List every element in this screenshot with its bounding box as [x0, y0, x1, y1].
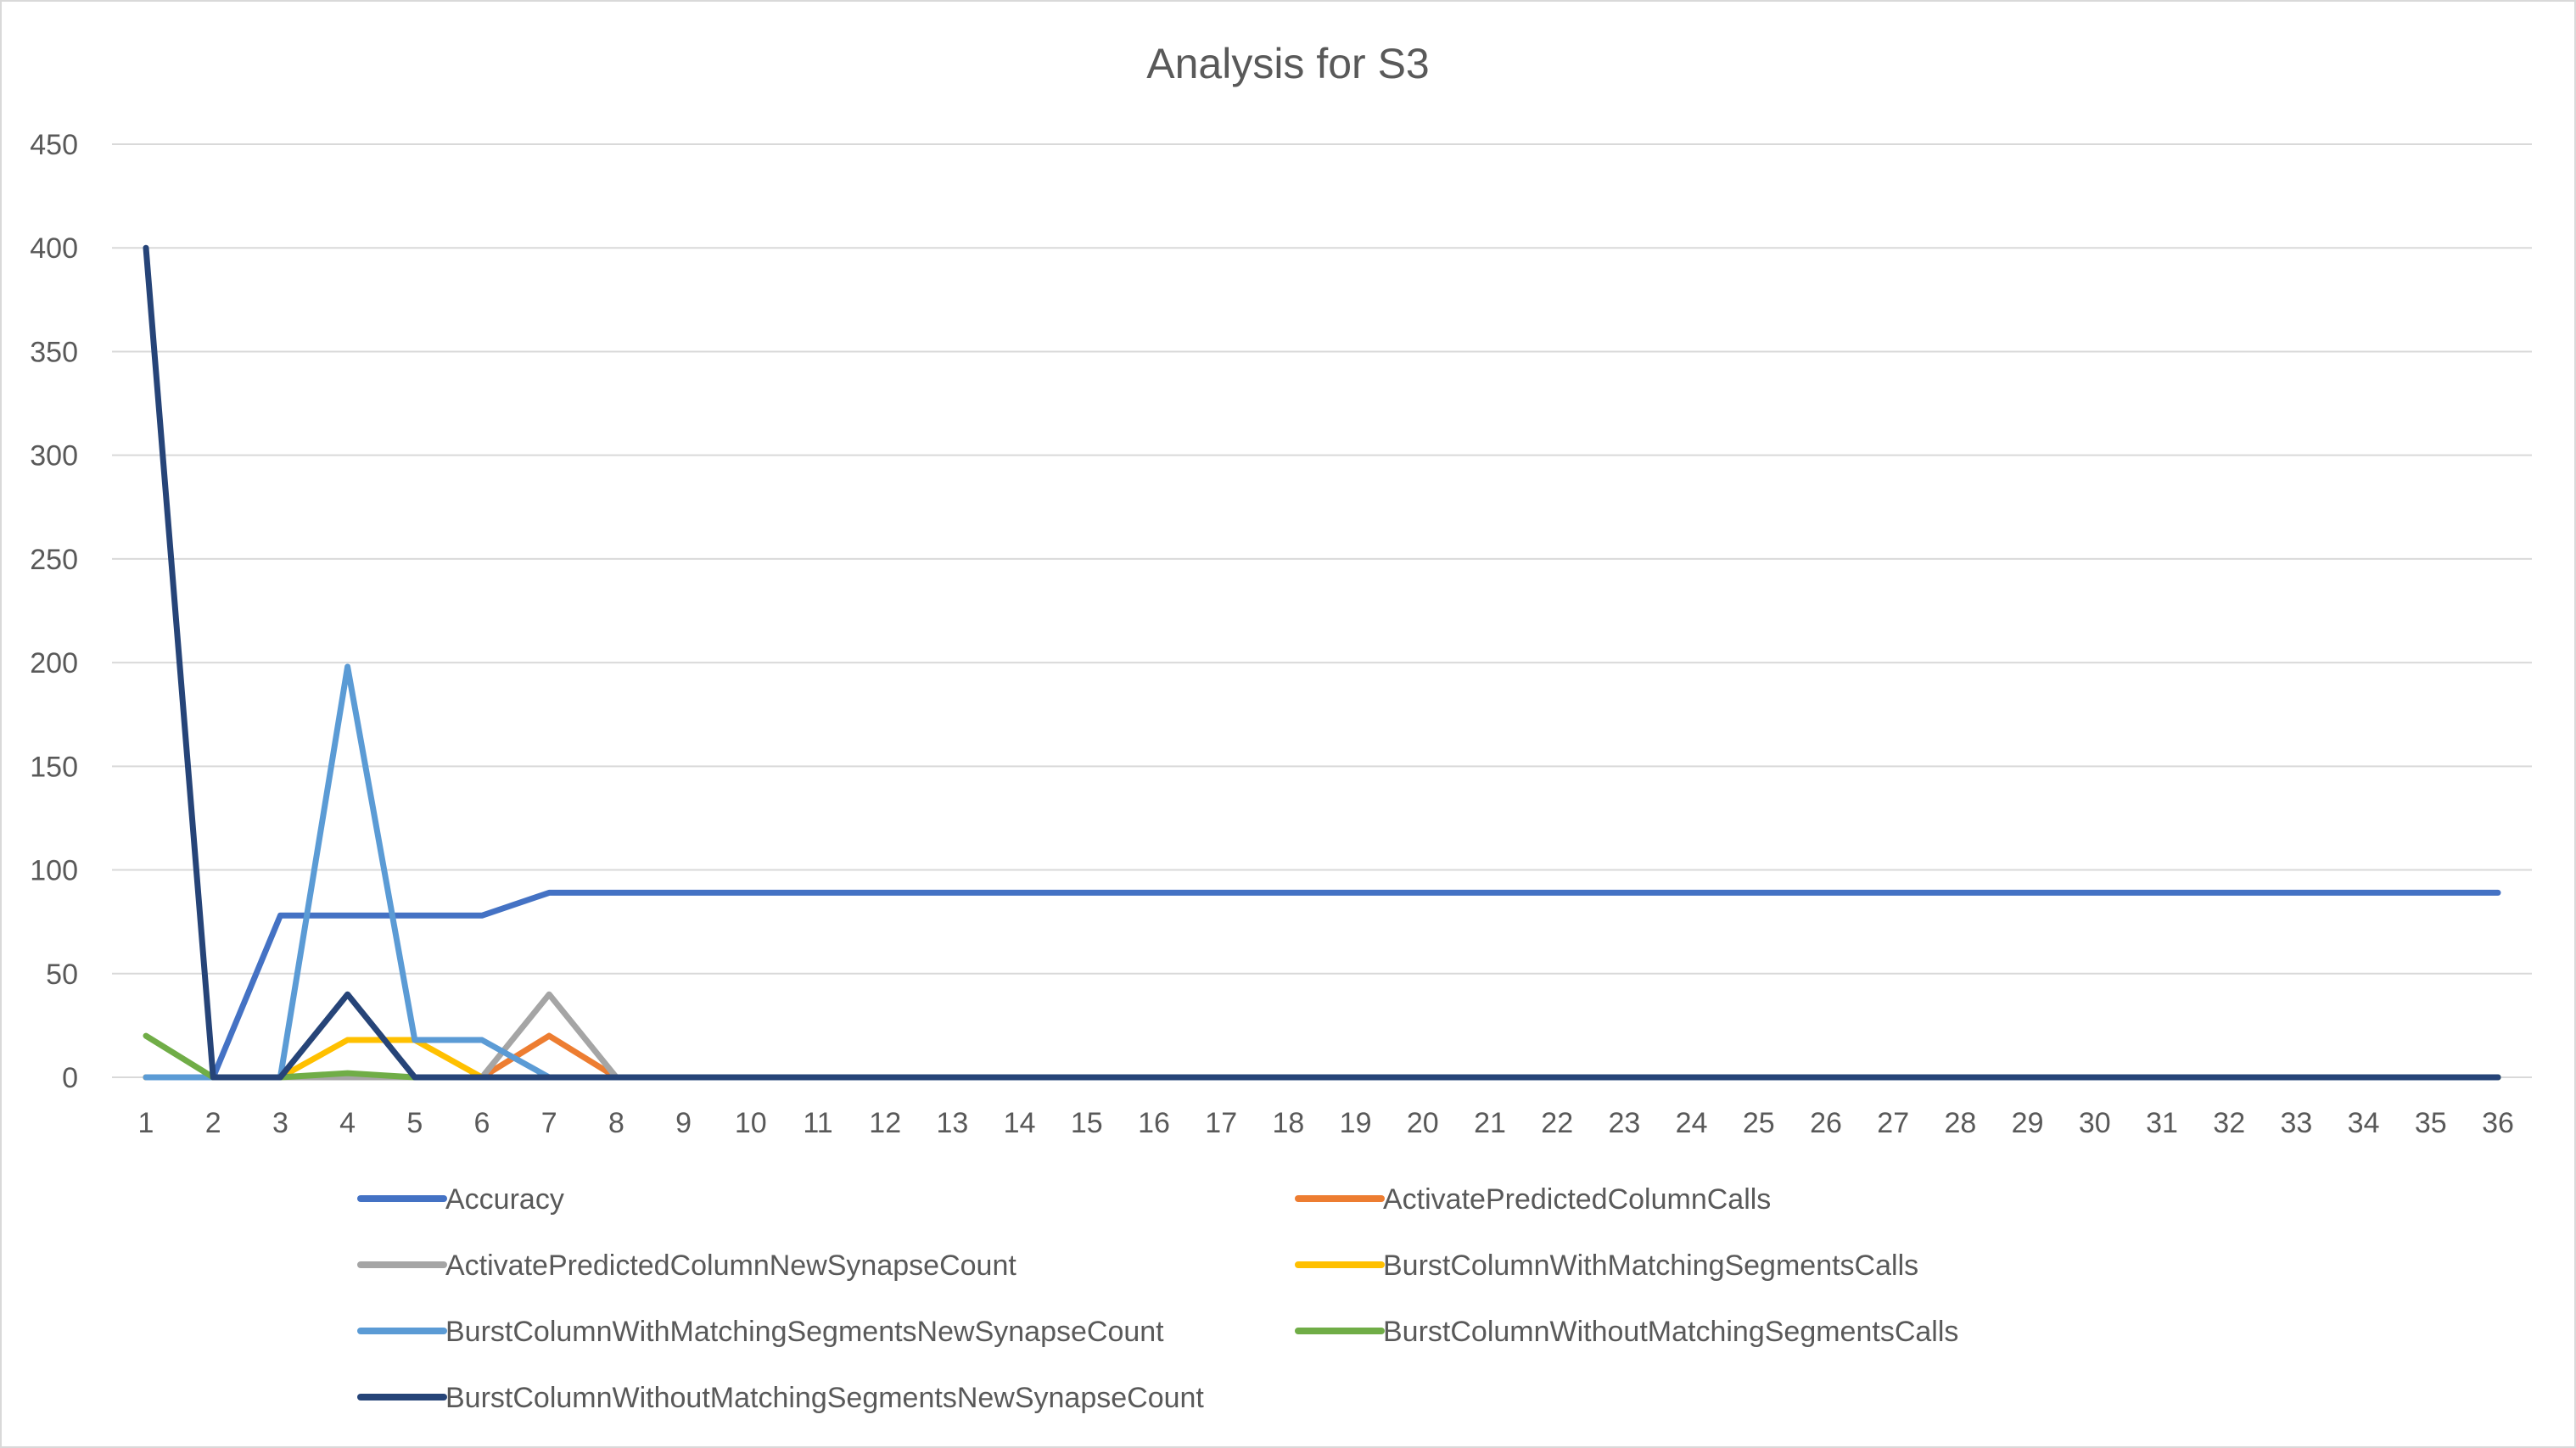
legend-label: Accuracy: [445, 1183, 564, 1216]
legend-item: BurstColumnWithoutMatchingSegmentsNewSyn…: [357, 1382, 1204, 1414]
y-tick-label: 200: [30, 647, 78, 679]
x-tick-label: 20: [1407, 1107, 1439, 1139]
y-tick-label: 50: [46, 959, 78, 991]
legend-item: BurstColumnWithMatchingSegmentsNewSynaps…: [357, 1316, 1164, 1348]
x-tick-label: 14: [1004, 1107, 1036, 1139]
y-tick-label: 300: [30, 440, 78, 472]
x-tick-label: 36: [2482, 1107, 2514, 1139]
x-tick-label: 35: [2415, 1107, 2447, 1139]
x-tick-label: 6: [474, 1107, 490, 1139]
legend-item: BurstColumnWithoutMatchingSegmentsCalls: [1295, 1316, 1958, 1348]
x-tick-label: 19: [1340, 1107, 1372, 1139]
x-tick-label: 4: [339, 1107, 356, 1139]
legend-label: BurstColumnWithoutMatchingSegmentsNewSyn…: [445, 1382, 1204, 1414]
x-tick-label: 22: [1541, 1107, 1573, 1139]
legend-item: Accuracy: [357, 1183, 564, 1216]
x-tick-label: 2: [205, 1107, 221, 1139]
x-tick-label: 31: [2146, 1107, 2178, 1139]
x-tick-label: 8: [608, 1107, 624, 1139]
x-tick-label: 9: [675, 1107, 692, 1139]
y-tick-label: 100: [30, 855, 78, 887]
x-tick-label: 29: [2012, 1107, 2044, 1139]
legend-item: ActivatePredictedColumnCalls: [1295, 1183, 1771, 1216]
x-tick-label: 16: [1138, 1107, 1170, 1139]
legend-label: BurstColumnWithMatchingSegmentsNewSynaps…: [445, 1316, 1164, 1348]
legend-label: BurstColumnWithMatchingSegmentsCalls: [1383, 1250, 1918, 1282]
gridlines: [112, 143, 2532, 1078]
x-tick-label: 24: [1676, 1107, 1708, 1139]
y-tick-label: 250: [30, 544, 78, 576]
x-tick-label: 10: [735, 1107, 767, 1139]
x-tick-label: 7: [541, 1107, 557, 1139]
legend-label: ActivatePredictedColumnCalls: [1383, 1183, 1771, 1216]
y-tick-label: 150: [30, 751, 78, 783]
x-tick-label: 5: [406, 1107, 423, 1139]
x-tick-label: 12: [869, 1107, 901, 1139]
x-tick-label: 17: [1205, 1107, 1237, 1139]
legend-item: BurstColumnWithMatchingSegmentsCalls: [1295, 1250, 1918, 1282]
y-axis-ticks: 0 50 100 150 200 250 300 350 400 450: [30, 129, 78, 1094]
x-tick-label: 27: [1877, 1107, 1909, 1139]
x-tick-label: 32: [2213, 1107, 2245, 1139]
legend-label: BurstColumnWithoutMatchingSegmentsCalls: [1383, 1316, 1958, 1348]
x-tick-label: 33: [2280, 1107, 2312, 1139]
x-tick-label: 34: [2348, 1107, 2380, 1139]
legend: Accuracy ActivatePredictedColumnCalls Acti…: [357, 1183, 1958, 1414]
series-line-BurstColumnWithoutMatchingSegmentsNewSynapseCount: [143, 244, 2501, 1081]
series-lines: [143, 244, 2501, 1081]
y-tick-label: 0: [62, 1062, 78, 1094]
x-tick-label: 26: [1810, 1107, 1842, 1139]
legend-item: ActivatePredictedColumnNewSynapseCount: [357, 1250, 1016, 1282]
x-tick-label: 18: [1272, 1107, 1304, 1139]
y-tick-label: 450: [30, 129, 78, 161]
x-axis-ticks: 1 2 3 4 5 6 7 8 9 10 11 12 13 14 15 16 17 18 19 20 21 22 23 24 2…: [138, 1107, 2514, 1139]
x-tick-label: 25: [1743, 1107, 1775, 1139]
x-tick-label: 23: [1608, 1107, 1640, 1139]
x-tick-label: 30: [2079, 1107, 2111, 1139]
y-tick-label: 350: [30, 336, 78, 368]
x-tick-label: 13: [936, 1107, 968, 1139]
x-tick-label: 28: [1944, 1107, 1976, 1139]
x-tick-label: 3: [272, 1107, 288, 1139]
y-tick-label: 400: [30, 232, 78, 265]
x-tick-label: 15: [1071, 1107, 1103, 1139]
x-tick-label: 11: [803, 1107, 832, 1139]
x-tick-label: 21: [1474, 1107, 1506, 1139]
chart-title: Analysis for S3: [1146, 40, 1429, 87]
legend-label: ActivatePredictedColumnNewSynapseCount: [445, 1250, 1016, 1282]
x-tick-label: 1: [138, 1107, 154, 1139]
series-line-Accuracy: [143, 889, 2501, 1081]
